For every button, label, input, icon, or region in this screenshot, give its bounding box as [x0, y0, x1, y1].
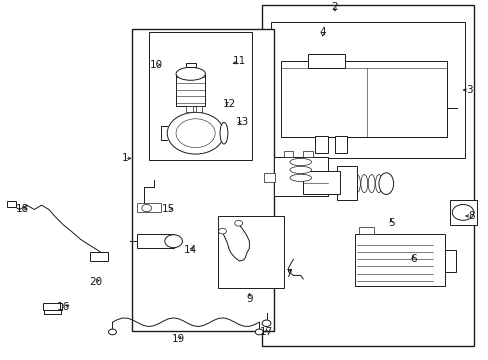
Ellipse shape [289, 158, 311, 166]
Bar [273, 157, 327, 196]
Ellipse shape [220, 122, 227, 144]
Text: 10: 10 [150, 60, 163, 70]
Text: 7: 7 [285, 269, 291, 279]
Text: 15: 15 [162, 204, 175, 214]
Circle shape [167, 112, 224, 154]
Text: 13: 13 [235, 117, 248, 127]
Circle shape [108, 329, 116, 335]
Text: 16: 16 [57, 302, 70, 312]
Bar [315, 136, 327, 153]
Bar [195, 106, 202, 112]
Bar [337, 166, 356, 200]
Text: 18: 18 [15, 204, 29, 214]
Bar [261, 5, 473, 346]
Text: 9: 9 [245, 294, 252, 304]
Text: 12: 12 [223, 99, 236, 109]
Circle shape [255, 329, 263, 335]
Ellipse shape [353, 175, 360, 193]
Text: 1: 1 [121, 153, 128, 163]
Text: 19: 19 [171, 334, 185, 344]
Circle shape [451, 204, 473, 220]
Circle shape [164, 235, 182, 248]
Text: 14: 14 [183, 245, 197, 255]
Bar [307, 54, 344, 68]
Bar [176, 74, 205, 106]
Bar [354, 234, 444, 286]
Circle shape [262, 320, 270, 327]
Bar [7, 201, 16, 207]
Bar [217, 216, 283, 288]
Ellipse shape [176, 67, 205, 80]
Ellipse shape [378, 173, 393, 194]
Bar [137, 203, 161, 212]
Text: 5: 5 [387, 218, 394, 228]
Text: 8: 8 [468, 211, 474, 221]
Circle shape [176, 119, 215, 148]
Bar [334, 136, 346, 153]
Bar [43, 303, 61, 310]
Text: 6: 6 [409, 254, 416, 264]
Text: 2: 2 [331, 2, 338, 12]
Text: 17: 17 [259, 327, 273, 337]
Bar [264, 173, 274, 182]
Text: 3: 3 [465, 85, 472, 95]
Ellipse shape [289, 166, 311, 174]
Bar [303, 171, 339, 194]
Circle shape [142, 204, 151, 212]
Text: 11: 11 [232, 56, 246, 66]
Circle shape [234, 220, 242, 226]
Bar [137, 234, 173, 248]
Bar [303, 151, 312, 157]
Ellipse shape [289, 174, 311, 181]
Circle shape [218, 228, 226, 234]
Ellipse shape [367, 175, 374, 193]
Bar [281, 61, 447, 137]
Text: 20: 20 [89, 276, 102, 287]
Bar [149, 32, 251, 160]
Bar [444, 250, 455, 272]
Bar [185, 106, 192, 112]
Bar [185, 63, 195, 67]
Bar [271, 22, 464, 158]
Bar [132, 29, 273, 331]
Ellipse shape [375, 175, 382, 193]
Bar [449, 200, 476, 225]
Bar [359, 227, 373, 234]
Bar [283, 151, 293, 157]
Ellipse shape [360, 175, 367, 193]
Text: 4: 4 [319, 27, 325, 37]
Bar [90, 252, 107, 261]
